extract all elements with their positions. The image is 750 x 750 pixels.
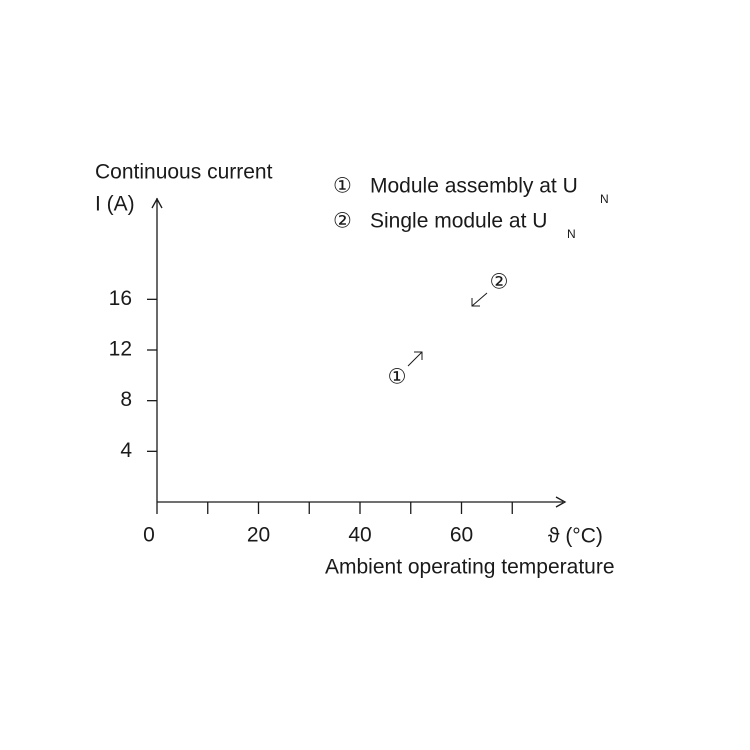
y-tick-label: 16: [109, 287, 132, 310]
y-tick-label: 8: [120, 388, 132, 411]
x-tick-label: 60: [450, 524, 473, 547]
y-tick-label: 12: [109, 338, 132, 361]
legend-subscript: N: [567, 227, 576, 241]
x-axis-title: Ambient operating temperature: [325, 556, 615, 579]
legend-marker: ②: [333, 210, 352, 233]
legend-marker: ①: [333, 175, 352, 198]
y-tick-label: 4: [120, 439, 132, 462]
y-axis-unit: I (A): [95, 193, 135, 216]
y-axis-label: Continuous current: [95, 161, 273, 184]
x-axis-arrow: [555, 496, 567, 508]
x-tick-label: 0: [143, 524, 155, 547]
callout-arrow: [471, 292, 488, 307]
x-tick-label: 20: [247, 524, 270, 547]
x-axis-label: ϑ (°C): [548, 525, 603, 548]
legend-label: Module assembly at U: [370, 175, 578, 198]
callout-arrow: [407, 351, 423, 367]
x-tick-label: 40: [348, 524, 371, 547]
curve-callout: ①: [388, 366, 407, 389]
legend-subscript: N: [600, 192, 609, 206]
curve-callout: ②: [490, 271, 509, 294]
legend-label: Single module at U: [370, 210, 547, 233]
